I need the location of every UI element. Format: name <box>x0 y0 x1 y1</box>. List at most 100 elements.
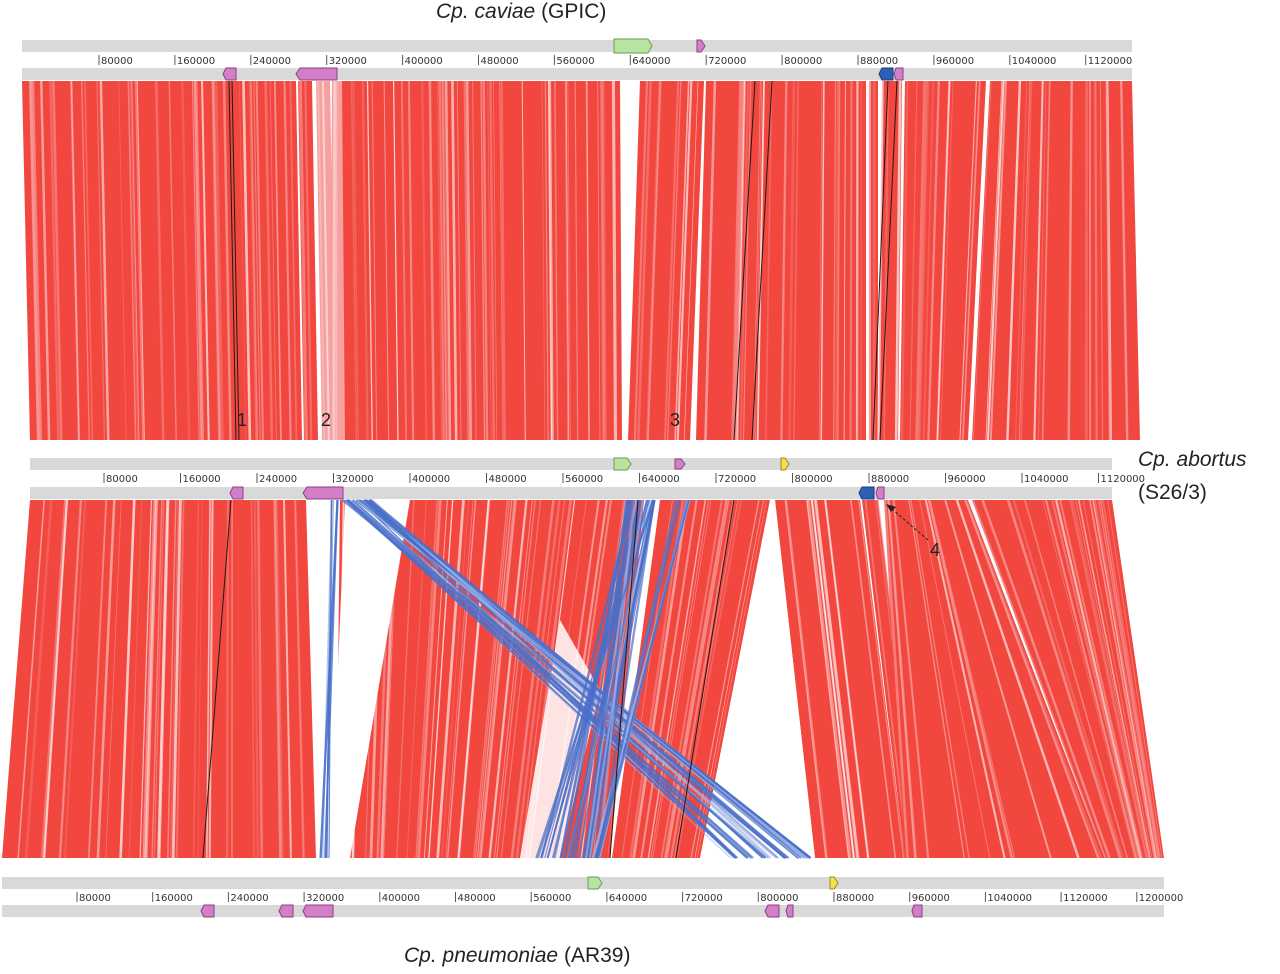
match-line <box>1075 499 1150 859</box>
match-line <box>441 499 470 859</box>
match-line <box>443 80 449 441</box>
match-line <box>211 80 219 441</box>
match-line <box>824 499 870 859</box>
tick-label: 160000 <box>183 474 221 485</box>
match-line <box>652 499 712 859</box>
tick-label: 320000 <box>306 893 344 904</box>
match-line <box>1006 499 1122 859</box>
inverted-match-line <box>597 499 690 859</box>
match-line <box>350 80 358 441</box>
strain-name: (S26/3) <box>1138 481 1207 504</box>
match-line <box>704 80 717 441</box>
match-line <box>489 80 495 441</box>
tick-label: 1120000 <box>1063 893 1108 904</box>
match-line <box>1105 80 1112 441</box>
annotation-4: 4 <box>930 540 941 560</box>
match-line <box>17 499 45 859</box>
inverted-match-line <box>554 499 629 859</box>
match-line <box>81 80 90 441</box>
tick-label: 880000 <box>860 56 898 67</box>
match-line <box>675 499 735 859</box>
match-line <box>1107 499 1163 859</box>
match-line <box>666 499 730 859</box>
match-line <box>445 499 474 859</box>
match-line <box>818 80 823 441</box>
match-line <box>736 80 746 441</box>
match-line <box>1099 80 1104 441</box>
match-line <box>929 499 1016 859</box>
match-line <box>919 80 930 441</box>
match-line <box>488 499 528 859</box>
match-line <box>964 499 1100 859</box>
match-line <box>383 80 390 441</box>
match-line <box>611 80 615 441</box>
species-name: Cp. caviae <box>436 0 536 23</box>
match-line <box>894 80 902 441</box>
match-line <box>127 80 137 441</box>
match-line <box>908 499 965 859</box>
match-line <box>1051 499 1140 859</box>
match-line <box>1077 499 1151 859</box>
genome-label-pneumoniae: Cp. pneumoniae (AR39) <box>404 944 630 968</box>
match-line <box>231 80 240 441</box>
match-line <box>31 80 43 441</box>
axis-ticks-abortus: 80000 160000 240000 320000 400000 480000 56000… <box>103 473 1145 485</box>
inverted-match-line <box>351 499 753 859</box>
features-pneumoniae <box>200 876 923 918</box>
match-line <box>1088 499 1156 859</box>
match-line <box>1024 499 1128 859</box>
axis-ticks-caviae: 80000 160000 240000 320000 400000 480000 56000… <box>98 55 1132 67</box>
match-line <box>476 499 513 859</box>
match-line <box>487 80 492 441</box>
match-line <box>105 499 122 859</box>
match-line <box>70 80 81 441</box>
gap-region <box>330 500 410 858</box>
match-line <box>294 499 305 859</box>
annotation-2: 2 <box>321 410 332 430</box>
match-line <box>273 499 282 859</box>
match-line <box>371 80 378 441</box>
match-line <box>49 80 60 441</box>
match-line <box>168 80 177 441</box>
tick-label: 720000 <box>718 474 756 485</box>
match-line <box>480 499 517 859</box>
match-line <box>249 80 258 441</box>
genome-label-caviae: Cp. caviae (GPIC) <box>436 0 606 24</box>
match-line <box>275 499 284 859</box>
match-line <box>202 499 232 859</box>
tick-label: 160000 <box>155 893 193 904</box>
match-line <box>298 80 307 441</box>
tick-label: 800000 <box>795 474 833 485</box>
match-line <box>733 80 756 441</box>
match-line <box>986 80 1005 441</box>
match-line <box>927 499 1014 859</box>
inverted-match-line <box>364 499 784 859</box>
match-line <box>784 499 827 859</box>
tick-label: 1040000 <box>987 893 1032 904</box>
match-line <box>647 499 707 859</box>
match-line <box>944 499 1052 859</box>
match-line <box>99 80 110 441</box>
inverted-match-line <box>370 499 772 859</box>
match-line <box>304 80 313 441</box>
annotation-1: 1 <box>237 410 248 430</box>
match-line <box>1006 80 1022 441</box>
match-line <box>238 80 247 441</box>
match-line <box>814 499 860 859</box>
match-line <box>883 80 889 441</box>
synteny-block <box>775 500 905 858</box>
match-line <box>924 499 1006 859</box>
match-line <box>887 499 917 859</box>
match-line <box>704 80 715 441</box>
match-line <box>611 80 615 441</box>
match-line <box>264 80 274 441</box>
match-line <box>922 80 935 441</box>
match-line <box>1059 499 1144 859</box>
match-line <box>473 499 509 859</box>
match-line <box>909 80 918 441</box>
tick-label: 640000 <box>632 56 670 67</box>
match-line <box>253 80 261 441</box>
match-line <box>666 80 682 441</box>
match-line <box>961 80 980 441</box>
match-line <box>640 499 698 859</box>
